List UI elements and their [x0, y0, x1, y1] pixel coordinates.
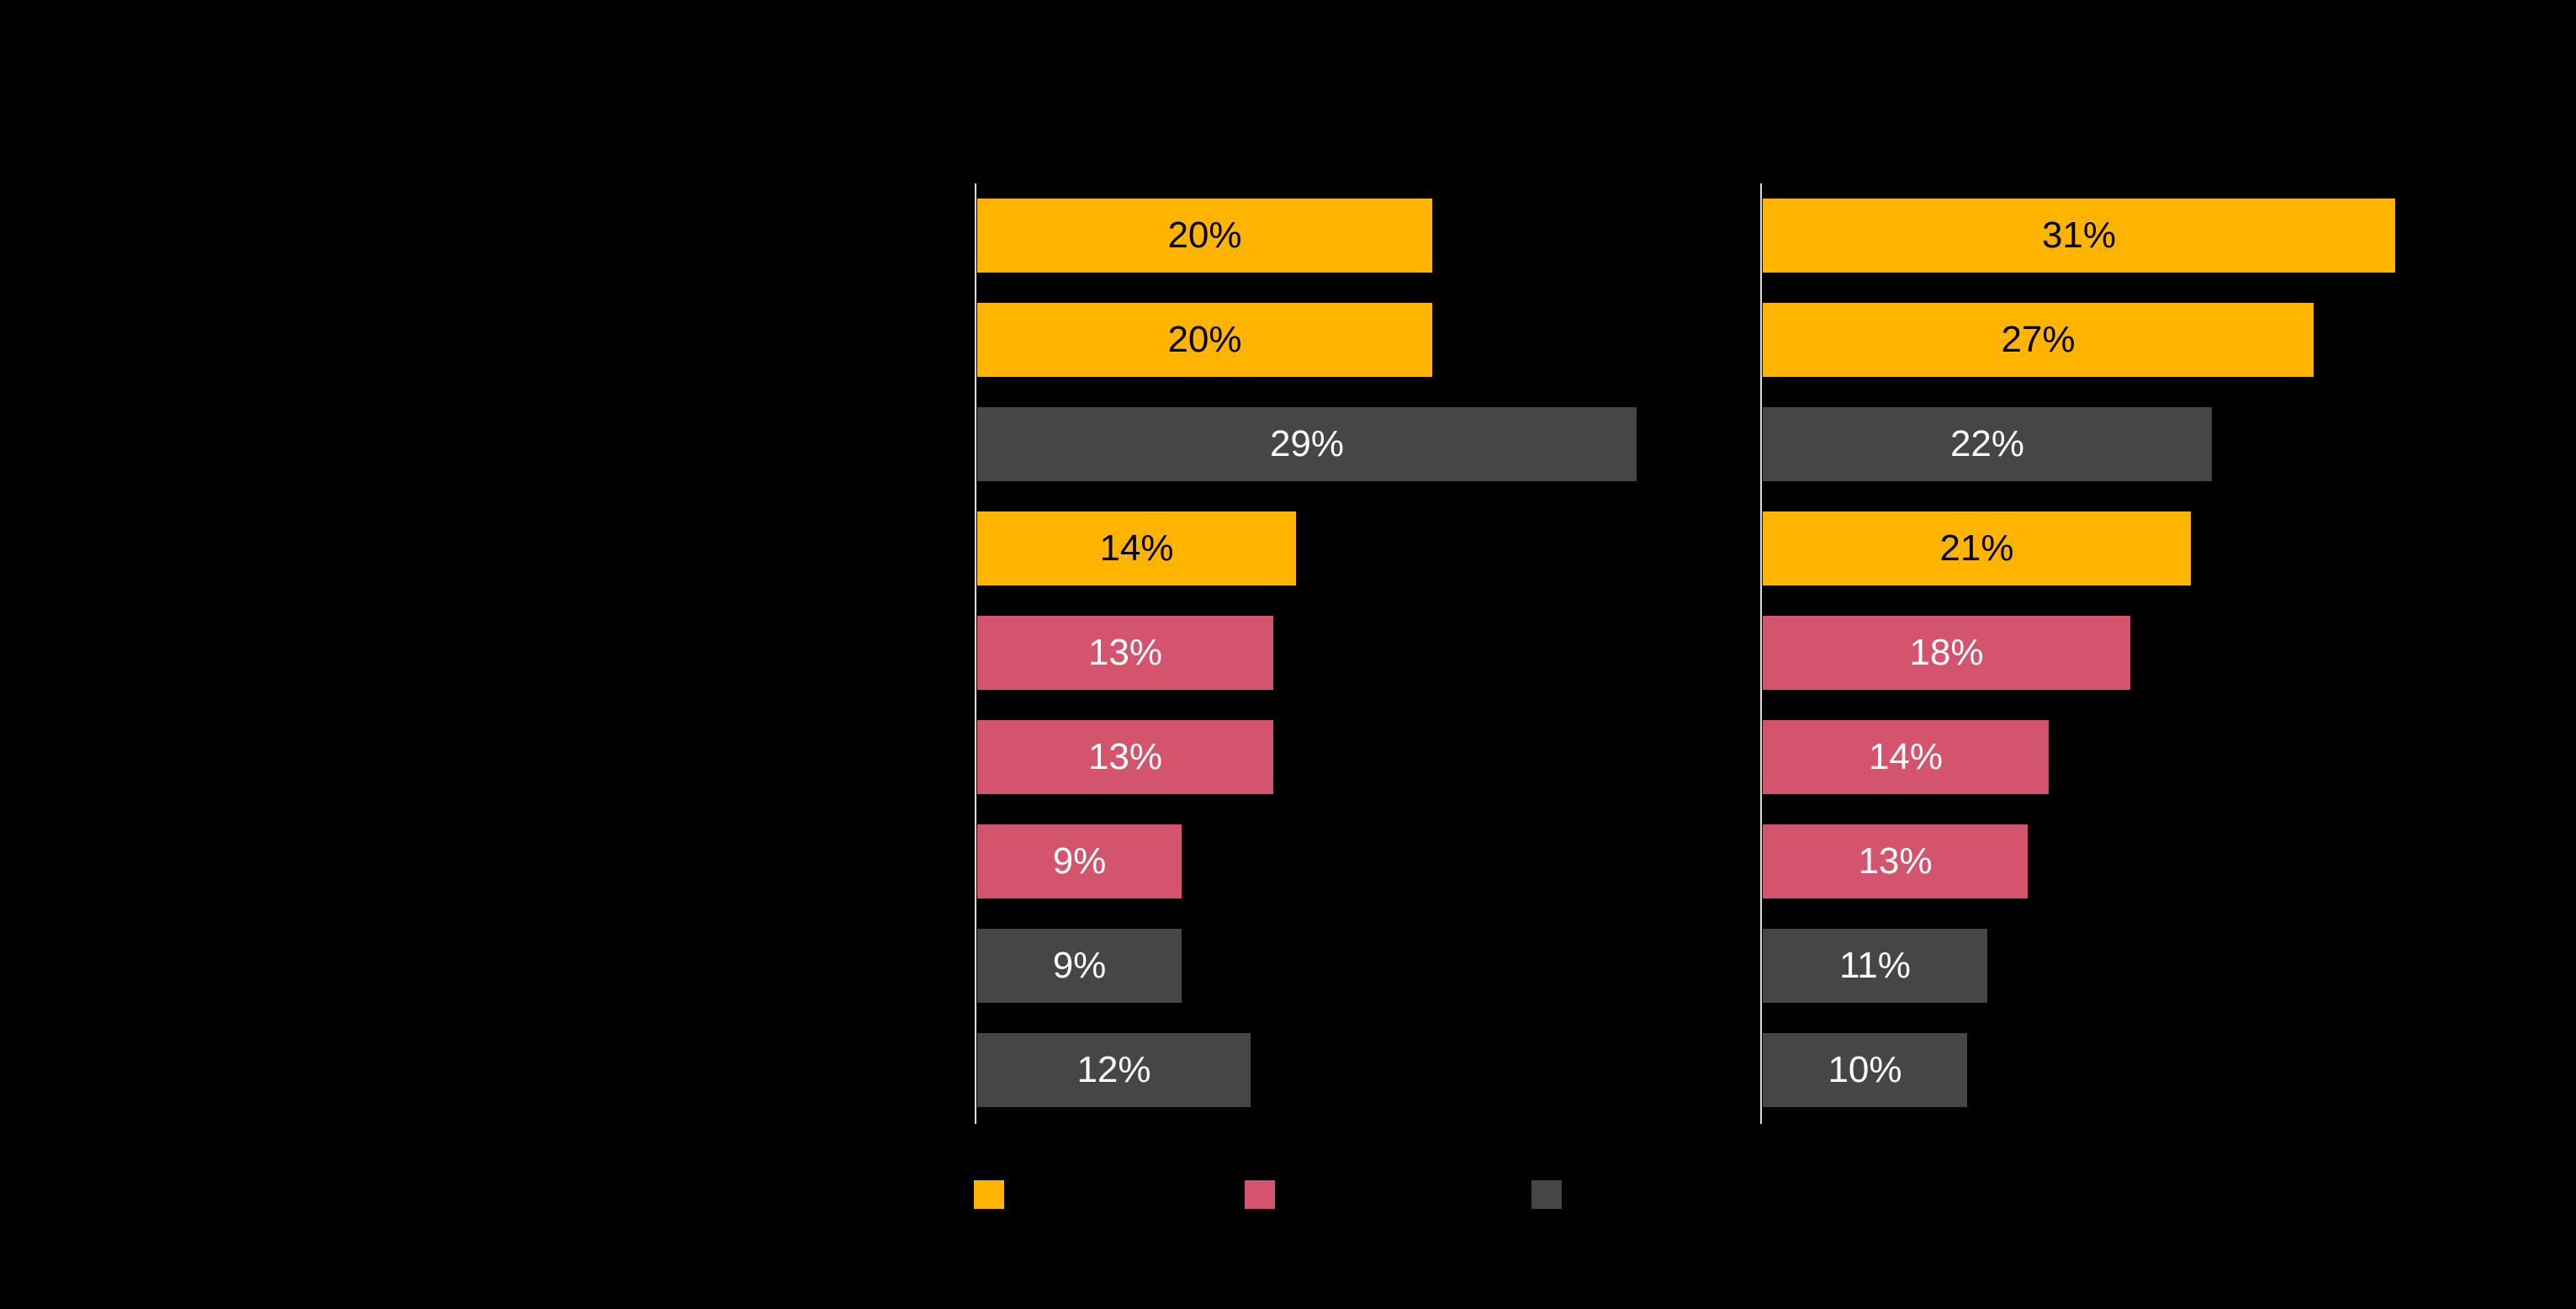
bar-row-9: 12%	[977, 1033, 1251, 1107]
bar-row-6: 13%	[977, 720, 1273, 794]
bar-row-1: 31%	[1763, 199, 2395, 273]
bar-row-7: 13%	[1763, 824, 2028, 898]
bar-value-label: 21%	[1939, 527, 2014, 569]
bar-value-label: 22%	[1949, 423, 2025, 464]
bar-row-2: 27%	[1763, 303, 2314, 377]
left-bar-chart: 20% 20% 29% 14% 13% 13% 9% 9% 12%	[975, 183, 1716, 1124]
bar-row-5: 13%	[977, 616, 1273, 690]
bar-value-label: 9%	[1052, 945, 1107, 986]
bar-value-label: 18%	[1909, 632, 1984, 673]
bar-row-5: 18%	[1763, 616, 2130, 690]
bar-value-label: 14%	[1868, 736, 1944, 777]
bar-row-8: 11%	[1763, 929, 1987, 1003]
bar-row-6: 14%	[1763, 720, 2049, 794]
bar-value-label: 13%	[1858, 840, 1933, 882]
bar-value-label: 29%	[1269, 423, 1345, 464]
bar-row-4: 21%	[1763, 511, 2191, 586]
legend	[0, 1180, 2576, 1214]
bar-row-1: 20%	[977, 199, 1432, 273]
bar-row-2: 20%	[977, 303, 1432, 377]
legend-swatch-rose	[1245, 1180, 1275, 1209]
bar-value-label: 11%	[1839, 945, 1911, 986]
right-bar-chart: 31% 27% 22% 21% 18% 14% 13% 11% 10%	[1760, 183, 2477, 1124]
bar-value-label: 27%	[2001, 319, 2076, 360]
bar-row-3: 29%	[977, 407, 1637, 481]
bar-value-label: 12%	[1076, 1049, 1151, 1090]
legend-swatch-gray	[1531, 1180, 1562, 1209]
bar-value-label: 10%	[1828, 1049, 1902, 1090]
bar-row-9: 10%	[1763, 1033, 1967, 1107]
bar-row-4: 14%	[977, 511, 1296, 586]
bar-row-3: 22%	[1763, 407, 2212, 481]
bar-row-8: 9%	[977, 929, 1182, 1003]
bar-value-label: 13%	[1087, 632, 1163, 673]
bar-value-label: 13%	[1087, 736, 1163, 777]
bar-value-label: 31%	[2041, 215, 2117, 256]
bar-value-label: 9%	[1052, 840, 1107, 882]
bar-value-label: 20%	[1167, 319, 1242, 360]
legend-swatch-orange	[974, 1180, 1004, 1209]
bar-value-label: 14%	[1099, 527, 1174, 569]
bar-value-label: 20%	[1167, 215, 1242, 256]
bar-row-7: 9%	[977, 824, 1182, 898]
